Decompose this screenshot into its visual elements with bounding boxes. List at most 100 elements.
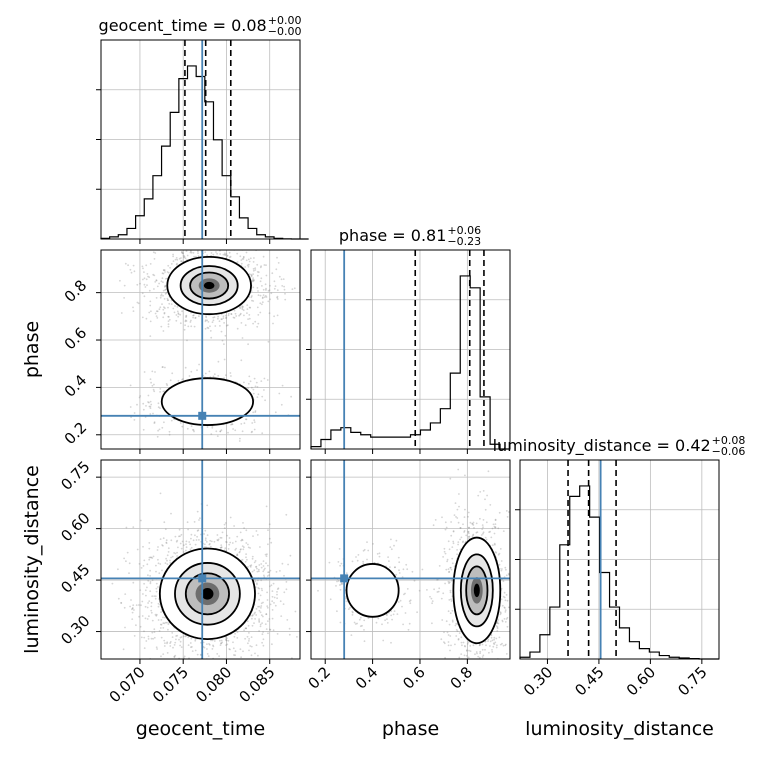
scatter-point (276, 588, 279, 590)
scatter-point (494, 543, 496, 546)
scatter-point (200, 245, 202, 247)
scatter-point (131, 607, 134, 610)
scatter-point (281, 562, 284, 565)
scatter-point (142, 402, 145, 405)
scatter-point (481, 643, 484, 646)
scatter-point (252, 247, 254, 249)
scatter-point (179, 422, 182, 424)
scatter-point (251, 295, 253, 297)
scatter-point (450, 534, 453, 537)
scatter-point (206, 426, 209, 428)
scatter-point (488, 651, 490, 654)
scatter-point (502, 644, 505, 647)
scatter-point (155, 613, 158, 616)
scatter-point (177, 312, 180, 315)
scatter-point (181, 425, 184, 428)
scatter-point (169, 642, 172, 644)
scatter-point (241, 306, 244, 309)
scatter-point (230, 242, 232, 244)
scatter-point (220, 544, 223, 546)
scatter-point (151, 557, 154, 559)
scatter-point (472, 524, 475, 526)
scatter-point (256, 306, 259, 309)
scatter-point (225, 644, 228, 646)
scatter-point (500, 612, 502, 615)
scatter-point (347, 608, 350, 610)
scatter-point (245, 627, 248, 630)
scatter-point (206, 648, 208, 650)
scatter-point (460, 641, 463, 644)
scatter-point (244, 637, 247, 640)
scatter-point (494, 519, 497, 521)
scatter-point (283, 591, 286, 594)
scatter-point (151, 370, 154, 373)
scatter-point (166, 271, 169, 273)
scatter-point (241, 539, 244, 542)
scatter-point (151, 631, 154, 634)
scatter-point (404, 612, 407, 614)
scatter-point (178, 257, 181, 260)
scatter-point (266, 575, 269, 577)
scatter-point (173, 655, 176, 658)
histogram-luminosity_distance (519, 459, 720, 660)
scatter-point (375, 621, 378, 624)
scatter-point (500, 598, 503, 601)
scatter-point (254, 652, 256, 655)
scatter-point (247, 543, 249, 546)
scatter-point (215, 430, 218, 433)
scatter-point (232, 316, 235, 319)
scatter-point (220, 642, 223, 645)
scatter-point (262, 288, 265, 291)
scatter-point (194, 671, 196, 673)
truth-marker (198, 574, 207, 583)
scatter-point (157, 619, 160, 621)
scatter-point (136, 283, 139, 286)
scatter-point (162, 544, 164, 547)
scatter-point (254, 410, 257, 412)
scatter-point (482, 532, 484, 535)
scatter-point (437, 590, 440, 593)
scatter-point (146, 606, 149, 609)
scatter-point (263, 576, 266, 578)
scatter-point (421, 568, 424, 571)
scatter-point (249, 566, 252, 568)
scatter-point (241, 545, 244, 547)
scatter-point (260, 614, 263, 617)
scatter-point (212, 316, 215, 319)
scatter-point (148, 311, 151, 314)
scatter-point (489, 640, 492, 643)
scatter-point (462, 540, 464, 543)
scatter-point (221, 531, 224, 534)
scatter-point (181, 310, 184, 313)
scatter-point (483, 661, 485, 663)
scatter-point (132, 310, 135, 312)
scatter-point (175, 663, 177, 665)
scatter-point (351, 560, 354, 563)
scatter-point (440, 597, 443, 600)
scatter-point (267, 340, 270, 343)
scatter-point (499, 611, 502, 614)
scatter-point (257, 271, 260, 274)
scatter-point (148, 547, 151, 550)
histogram-phase (310, 249, 511, 450)
scatter-point (165, 292, 168, 294)
scatter-point (432, 524, 435, 527)
scatter-point (148, 615, 150, 618)
scatter-point (467, 641, 470, 643)
scatter-point (259, 266, 262, 269)
scatter-point (159, 391, 162, 393)
scatter-point (225, 638, 227, 641)
histogram-panels (100, 39, 720, 660)
scatter-point (233, 309, 236, 312)
scatter-point (163, 269, 165, 272)
scatter-point (157, 562, 160, 565)
scatter-point (256, 582, 258, 585)
scatter-point (175, 314, 178, 316)
scatter-point (151, 384, 154, 387)
scatter-point (158, 572, 161, 575)
scatter-point (268, 571, 270, 573)
scatter-point (214, 325, 217, 327)
scatter-point (367, 549, 370, 552)
scatter-point (167, 325, 170, 328)
scatter-point (159, 623, 162, 626)
